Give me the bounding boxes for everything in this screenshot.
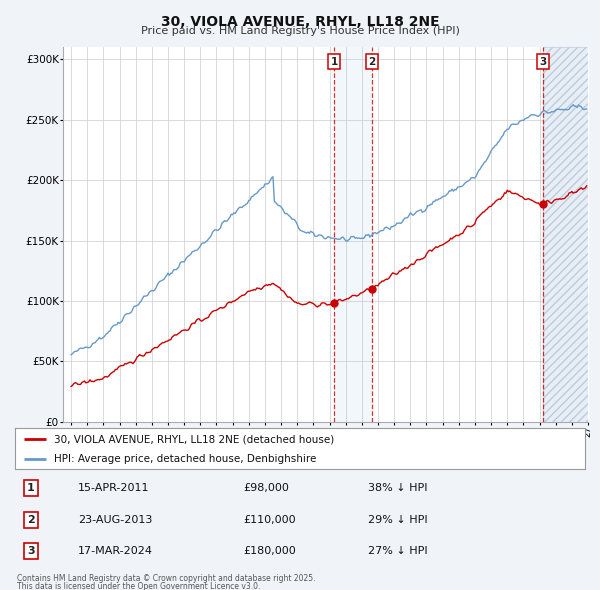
Text: This data is licensed under the Open Government Licence v3.0.: This data is licensed under the Open Gov… <box>17 582 260 590</box>
Text: Contains HM Land Registry data © Crown copyright and database right 2025.: Contains HM Land Registry data © Crown c… <box>17 574 316 583</box>
Text: 23-AUG-2013: 23-AUG-2013 <box>78 515 152 525</box>
Text: £180,000: £180,000 <box>243 546 296 556</box>
Text: 15-APR-2011: 15-APR-2011 <box>78 483 149 493</box>
Text: 3: 3 <box>539 57 547 67</box>
Text: 30, VIOLA AVENUE, RHYL, LL18 2NE (detached house): 30, VIOLA AVENUE, RHYL, LL18 2NE (detach… <box>54 434 334 444</box>
Text: 38% ↓ HPI: 38% ↓ HPI <box>368 483 428 493</box>
Text: £98,000: £98,000 <box>243 483 289 493</box>
Text: 3: 3 <box>27 546 35 556</box>
Text: 1: 1 <box>331 57 338 67</box>
Text: 17-MAR-2024: 17-MAR-2024 <box>78 546 152 556</box>
Text: 27% ↓ HPI: 27% ↓ HPI <box>368 546 428 556</box>
Text: 29% ↓ HPI: 29% ↓ HPI <box>368 515 428 525</box>
Bar <box>543 47 588 422</box>
Text: 30, VIOLA AVENUE, RHYL, LL18 2NE: 30, VIOLA AVENUE, RHYL, LL18 2NE <box>161 15 439 29</box>
Text: 2: 2 <box>27 515 35 525</box>
Text: £110,000: £110,000 <box>243 515 296 525</box>
Text: Price paid vs. HM Land Registry's House Price Index (HPI): Price paid vs. HM Land Registry's House … <box>140 26 460 36</box>
Text: 1: 1 <box>27 483 35 493</box>
Text: 2: 2 <box>368 57 376 67</box>
Bar <box>334 47 372 422</box>
Text: HPI: Average price, detached house, Denbighshire: HPI: Average price, detached house, Denb… <box>54 454 316 464</box>
